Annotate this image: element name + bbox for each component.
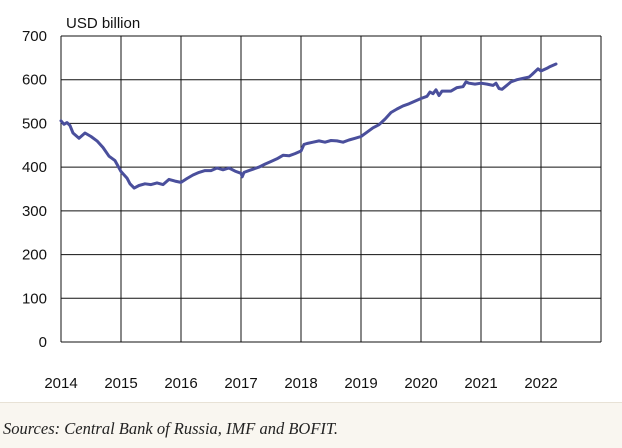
grid-lines — [60, 35, 602, 343]
y-tick-label: 400 — [22, 159, 47, 176]
y-tick-label: 100 — [22, 290, 47, 307]
x-tick-label: 2020 — [404, 375, 437, 392]
x-tick-label: 2015 — [104, 375, 137, 392]
x-tick-label: 2019 — [344, 375, 377, 392]
y-tick-label: 200 — [22, 247, 47, 264]
y-tick-label: 500 — [22, 115, 47, 132]
x-tick-label: 2014 — [44, 375, 77, 392]
x-tick-label: 2016 — [164, 375, 197, 392]
series-line — [59, 62, 558, 190]
chart-area: 0 100 200 300 400 500 600 700 2014 2015 2016 2017 2… — [21, 15, 602, 392]
y-tick-label: 0 — [39, 334, 47, 351]
y-tick-label: 700 — [22, 28, 47, 45]
x-tick-labels: 2014 2015 2016 2017 2018 2019 2020 2021 2022 — [44, 375, 557, 392]
x-tick-label: 2017 — [224, 375, 257, 392]
y-tick-label: 300 — [22, 203, 47, 220]
x-tick-label: 2021 — [464, 375, 497, 392]
y-tick-labels: 0 100 200 300 400 500 600 700 — [22, 28, 47, 351]
series-layer — [59, 62, 558, 190]
x-tick-label: 2018 — [284, 375, 317, 392]
source-bar: Sources: Central Bank of Russia, IMF and… — [0, 402, 622, 448]
unit-label: USD billion — [66, 15, 140, 32]
source-note: Sources: Central Bank of Russia, IMF and… — [3, 419, 338, 438]
x-tick-label: 2022 — [524, 375, 557, 392]
y-tick-label: 600 — [22, 72, 47, 89]
